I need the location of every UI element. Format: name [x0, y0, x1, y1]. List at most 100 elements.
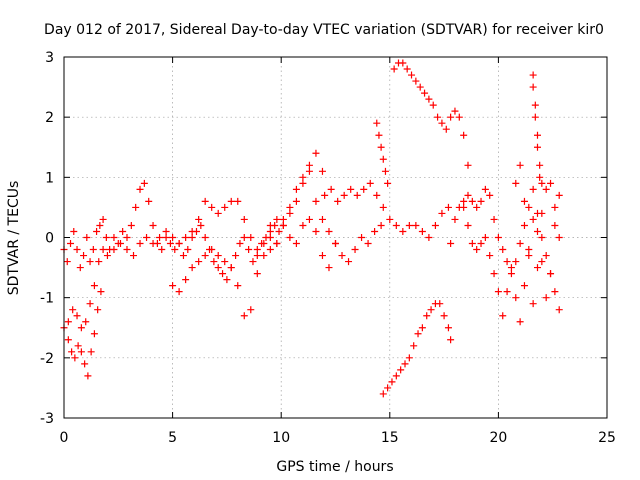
data-point [516, 318, 524, 326]
data-point [86, 300, 94, 308]
series-arc-1 [60, 179, 283, 284]
data-point [136, 185, 144, 193]
data-point [418, 227, 426, 235]
data-point [418, 324, 426, 332]
data-point [67, 240, 75, 248]
data-point [119, 227, 127, 235]
series-arc-13 [512, 161, 563, 308]
data-point [201, 252, 209, 260]
data-point [460, 197, 468, 205]
data-point [373, 119, 381, 127]
data-point [201, 234, 209, 241]
series-arc-3 [64, 288, 105, 380]
data-point [542, 185, 550, 193]
data-point [525, 203, 533, 211]
data-point [447, 240, 455, 248]
x-tick-label: 5 [168, 430, 177, 446]
data-point [358, 234, 366, 241]
series-arc-8 [379, 300, 455, 398]
chart-title: Day 012 of 2017, Sidereal Day-to-day VTE… [44, 22, 604, 38]
series-arc-7 [373, 119, 392, 187]
data-point [366, 179, 374, 187]
data-point [99, 246, 107, 254]
data-points [60, 59, 563, 398]
data-point [405, 221, 413, 229]
data-point [232, 252, 240, 260]
data-point [318, 167, 326, 175]
data-point [197, 221, 205, 229]
data-point [130, 252, 138, 260]
y-tick-label: -2 [40, 351, 54, 367]
data-point [481, 234, 489, 241]
data-point [76, 264, 84, 272]
data-point [520, 282, 528, 290]
data-point [182, 234, 190, 241]
data-point [312, 227, 320, 235]
data-point [460, 203, 468, 211]
data-point [384, 384, 392, 392]
data-point [516, 161, 524, 169]
series-arc-9 [390, 59, 472, 169]
data-point [416, 83, 424, 91]
data-point [529, 83, 537, 91]
data-point [318, 252, 326, 260]
data-point [71, 354, 79, 362]
data-point [373, 191, 381, 199]
data-point [408, 71, 416, 79]
x-tick-label: 25 [598, 430, 616, 446]
data-point [245, 246, 253, 254]
data-point [234, 282, 242, 290]
data-point [499, 246, 507, 254]
data-point [188, 234, 196, 241]
data-point [273, 240, 281, 248]
data-point [555, 234, 563, 241]
y-tick-label: 1 [45, 170, 54, 186]
data-point [442, 125, 450, 133]
data-point [536, 173, 544, 181]
data-point [490, 215, 498, 223]
data-point [279, 215, 287, 223]
data-point [386, 215, 394, 223]
data-point [169, 234, 177, 241]
data-point [312, 197, 320, 205]
data-point [286, 203, 294, 211]
data-point [286, 209, 294, 217]
data-point [143, 234, 151, 241]
data-point [140, 179, 148, 187]
data-point [436, 300, 444, 308]
data-point [531, 101, 539, 109]
data-point [188, 227, 196, 235]
data-point [542, 252, 550, 260]
data-point [520, 221, 528, 229]
data-point [533, 143, 541, 151]
data-point [464, 221, 472, 229]
data-point [266, 221, 274, 229]
data-point [195, 215, 203, 223]
data-point [227, 197, 235, 205]
data-point [364, 240, 372, 248]
data-point [64, 318, 72, 326]
series-arc-11 [460, 191, 563, 326]
data-point [162, 227, 170, 235]
data-point [83, 234, 91, 241]
data-point [240, 234, 248, 241]
data-point [94, 306, 102, 314]
data-point [507, 264, 515, 272]
series-arc-5 [266, 215, 385, 272]
data-point [327, 185, 335, 193]
data-point [551, 203, 559, 211]
data-point [431, 221, 439, 229]
data-point [236, 240, 244, 248]
data-point [123, 246, 131, 254]
data-point [149, 240, 157, 248]
data-point [525, 246, 533, 254]
data-point [253, 252, 261, 260]
data-point [77, 324, 85, 332]
data-point [399, 59, 407, 67]
data-point [351, 246, 359, 254]
data-point [512, 179, 520, 187]
data-point [73, 312, 81, 320]
data-point [208, 203, 216, 211]
data-point [392, 221, 400, 229]
data-point [80, 252, 88, 260]
